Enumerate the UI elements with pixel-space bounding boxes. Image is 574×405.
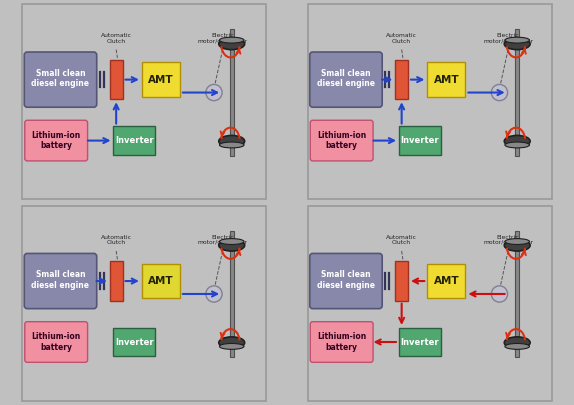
Text: Electric
motor/generator: Electric motor/generator — [483, 33, 533, 44]
Ellipse shape — [505, 240, 530, 251]
Text: Inverter: Inverter — [401, 136, 439, 145]
Text: Inverter: Inverter — [115, 337, 154, 347]
Text: Lithium-ion
battery: Lithium-ion battery — [317, 131, 366, 150]
FancyBboxPatch shape — [311, 120, 373, 161]
FancyBboxPatch shape — [395, 261, 408, 301]
Ellipse shape — [219, 343, 244, 350]
Ellipse shape — [505, 239, 529, 245]
Text: Small clean
diesel engine: Small clean diesel engine — [32, 270, 90, 290]
Ellipse shape — [219, 37, 244, 43]
Ellipse shape — [505, 337, 530, 348]
Text: Electric
motor/generator: Electric motor/generator — [483, 234, 533, 245]
FancyBboxPatch shape — [24, 52, 96, 107]
FancyBboxPatch shape — [114, 126, 156, 155]
FancyBboxPatch shape — [427, 264, 466, 298]
Text: Small clean
diesel engine: Small clean diesel engine — [317, 270, 375, 290]
Circle shape — [491, 84, 507, 101]
FancyBboxPatch shape — [110, 261, 123, 301]
Text: AMT: AMT — [433, 75, 459, 85]
FancyBboxPatch shape — [25, 322, 88, 362]
Text: Automatic
Clutch: Automatic Clutch — [100, 33, 131, 44]
Ellipse shape — [219, 135, 245, 147]
Text: AMT: AMT — [433, 276, 459, 286]
Ellipse shape — [505, 38, 530, 50]
Text: Electric
motor/generator: Electric motor/generator — [197, 33, 247, 44]
Text: Lithium-ion
battery: Lithium-ion battery — [317, 333, 366, 352]
FancyBboxPatch shape — [515, 230, 519, 358]
FancyBboxPatch shape — [114, 328, 156, 356]
Text: Lithium-ion
battery: Lithium-ion battery — [32, 333, 81, 352]
FancyBboxPatch shape — [110, 60, 123, 99]
Ellipse shape — [219, 239, 244, 245]
Ellipse shape — [505, 135, 530, 147]
FancyBboxPatch shape — [24, 254, 96, 309]
Circle shape — [206, 84, 222, 101]
Text: Small clean
diesel engine: Small clean diesel engine — [32, 69, 90, 88]
Ellipse shape — [505, 343, 529, 350]
Text: Automatic
Clutch: Automatic Clutch — [386, 33, 417, 44]
Text: AMT: AMT — [148, 276, 174, 286]
FancyBboxPatch shape — [142, 62, 180, 97]
FancyBboxPatch shape — [311, 322, 373, 362]
Text: Lithium-ion
battery: Lithium-ion battery — [32, 131, 81, 150]
FancyBboxPatch shape — [515, 29, 519, 156]
Ellipse shape — [219, 240, 245, 251]
Ellipse shape — [505, 142, 529, 148]
FancyBboxPatch shape — [310, 52, 382, 107]
Ellipse shape — [219, 142, 244, 148]
Ellipse shape — [505, 37, 529, 43]
Ellipse shape — [219, 38, 245, 50]
Text: Automatic
Clutch: Automatic Clutch — [386, 234, 417, 245]
FancyBboxPatch shape — [142, 264, 180, 298]
FancyBboxPatch shape — [25, 120, 88, 161]
Text: Inverter: Inverter — [115, 136, 154, 145]
FancyBboxPatch shape — [399, 328, 441, 356]
Text: Small clean
diesel engine: Small clean diesel engine — [317, 69, 375, 88]
Circle shape — [206, 286, 222, 302]
FancyBboxPatch shape — [399, 126, 441, 155]
Text: AMT: AMT — [148, 75, 174, 85]
Circle shape — [491, 286, 507, 302]
FancyBboxPatch shape — [230, 29, 234, 156]
Text: Automatic
Clutch: Automatic Clutch — [100, 234, 131, 245]
FancyBboxPatch shape — [230, 230, 234, 358]
Text: Electric
motor/generator: Electric motor/generator — [197, 234, 247, 245]
FancyBboxPatch shape — [395, 60, 408, 99]
Text: Inverter: Inverter — [401, 337, 439, 347]
Ellipse shape — [219, 337, 245, 348]
FancyBboxPatch shape — [310, 254, 382, 309]
FancyBboxPatch shape — [427, 62, 466, 97]
